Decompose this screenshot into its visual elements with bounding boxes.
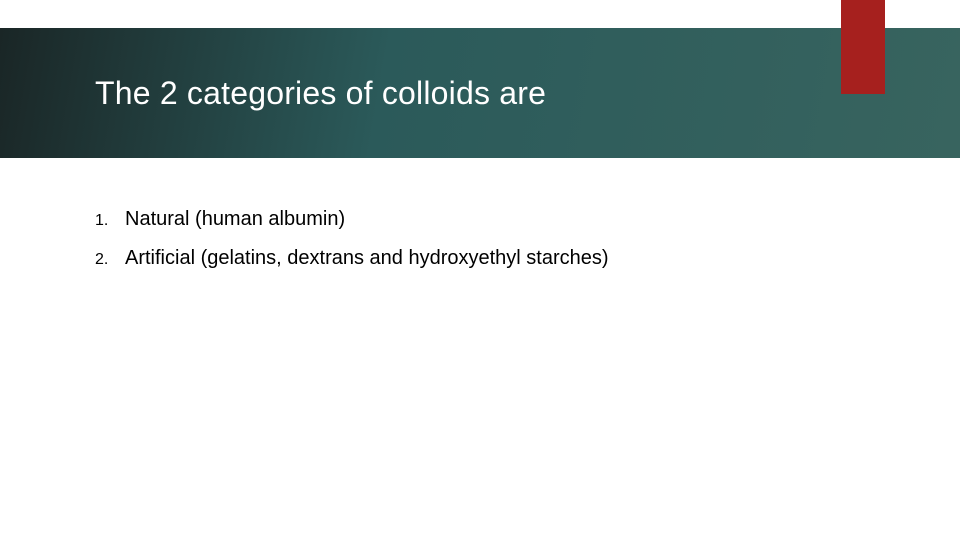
body-content: 1. Natural (human albumin) 2. Artificial…	[95, 206, 855, 284]
accent-tab	[841, 0, 885, 94]
list-text: Natural (human albumin)	[125, 206, 345, 233]
list-item: 1. Natural (human albumin)	[95, 206, 855, 233]
slide: The 2 categories of colloids are 1. Natu…	[0, 0, 960, 540]
list-number: 1.	[95, 210, 115, 232]
title-header-band: The 2 categories of colloids are	[0, 28, 960, 158]
list-text: Artificial (gelatins, dextrans and hydro…	[125, 245, 609, 272]
list-number: 2.	[95, 249, 115, 271]
slide-title: The 2 categories of colloids are	[95, 75, 546, 112]
list-item: 2. Artificial (gelatins, dextrans and hy…	[95, 245, 855, 272]
